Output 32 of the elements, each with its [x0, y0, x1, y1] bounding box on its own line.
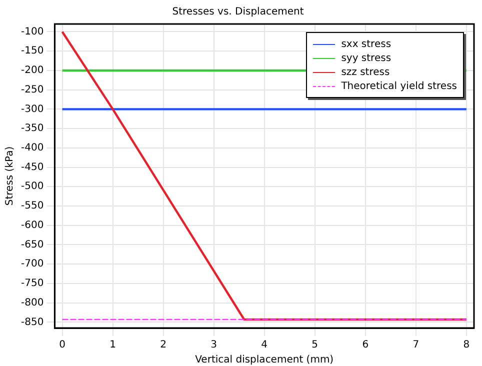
x-tick-label: 8	[463, 340, 470, 351]
legend-label: sxx stress	[341, 38, 392, 50]
legend-label: Theoretical yield stress	[341, 80, 457, 92]
y-tick-label: -350	[20, 123, 44, 134]
x-tick-label: 4	[261, 340, 268, 351]
x-tick-label: 1	[110, 340, 116, 351]
x-tick-label: 3	[210, 340, 218, 351]
y-tick-label: -500	[20, 181, 44, 192]
legend-label: szz stress	[341, 66, 390, 78]
y-tick-label: -400	[20, 142, 44, 154]
y-tick-label: -250	[20, 84, 44, 96]
y-tick-label: -650	[20, 239, 44, 250]
legend-label: syy stress	[341, 52, 392, 64]
y-tick-label: -750	[20, 278, 44, 290]
y-tick-label: -450	[20, 162, 44, 173]
y-tick-label: -600	[20, 220, 44, 231]
y-tick-label: -850	[20, 316, 44, 328]
y-tick-label: -550	[20, 200, 44, 212]
x-tick-label: 6	[362, 340, 369, 351]
x-axis-title: Vertical displacement (mm)	[195, 354, 334, 366]
chart-title: Stresses vs. Displacement	[172, 6, 304, 18]
y-tick-label: -150	[20, 46, 44, 57]
x-tick-label: 0	[59, 340, 66, 351]
x-tick-label: 7	[412, 340, 420, 351]
y-axis-title: Stress (kPa)	[4, 146, 16, 206]
x-tick-label: 2	[160, 340, 166, 351]
y-tick-label: -200	[20, 65, 44, 76]
y-tick-label: -800	[20, 297, 44, 308]
y-tick-label: -700	[20, 258, 44, 270]
y-tick-label: -300	[20, 104, 44, 115]
y-tick-label: -100	[20, 26, 44, 38]
x-tick-label: 5	[312, 340, 318, 351]
